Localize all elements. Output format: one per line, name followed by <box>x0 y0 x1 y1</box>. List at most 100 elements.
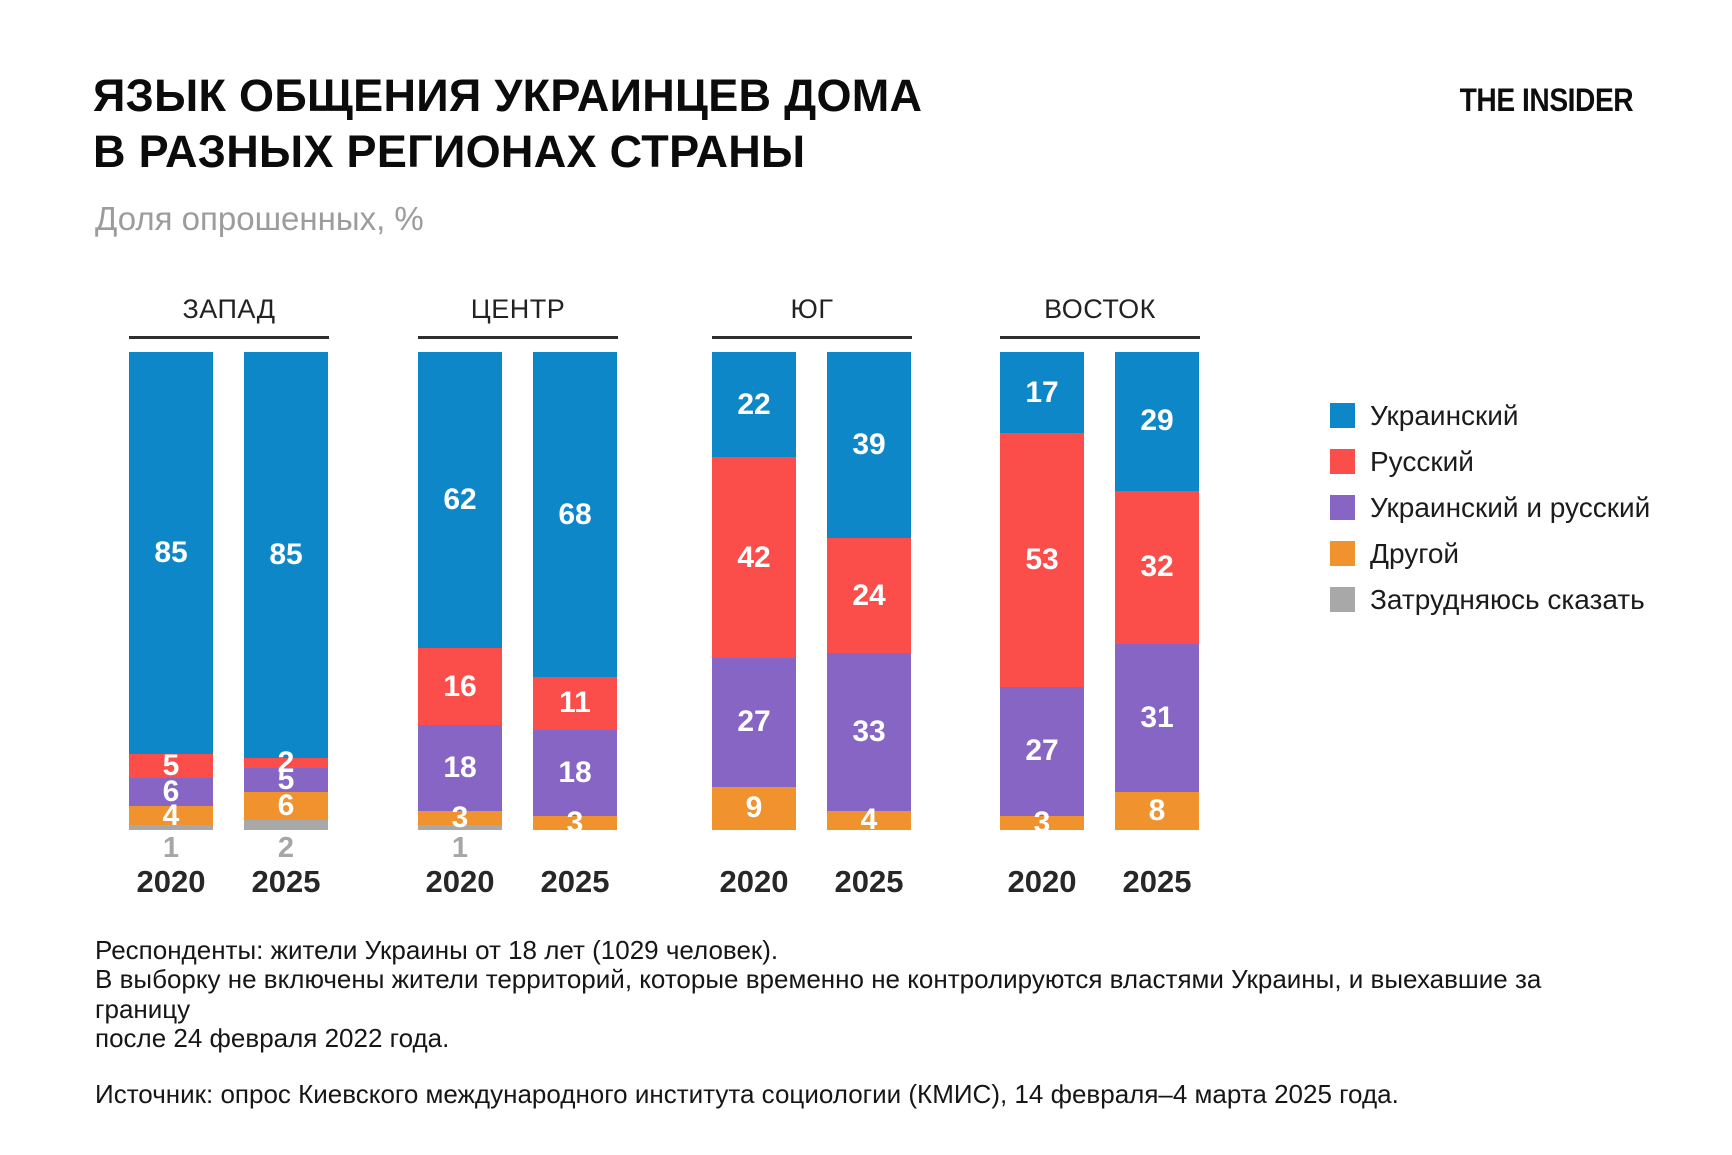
page-title: ЯЗЫК ОБЩЕНИЯ УКРАИНЦЕВ ДОМА В РАЗНЫХ РЕГИ… <box>93 68 922 180</box>
legend-label-ukrainian: Украинский <box>1370 400 1519 431</box>
segment-mixed: 27 <box>1000 686 1084 816</box>
segment-value-russian: 24 <box>852 578 886 612</box>
segment-value-russian: 2 <box>277 746 295 780</box>
legend-swatch-other <box>1330 541 1355 566</box>
segment-value-other: 3 <box>566 805 584 839</box>
segment-mixed: 5 <box>244 762 328 796</box>
segment-value-mixed: 33 <box>852 714 886 748</box>
legend-label-russian: Русский <box>1370 446 1474 477</box>
segment-mixed: 31 <box>1115 643 1199 792</box>
legend-item-ukrainian: Украинский <box>1330 400 1650 431</box>
segment-value-mixed: 27 <box>737 705 771 739</box>
region-title-3: ЮГ <box>790 294 834 324</box>
segment-value-russian: 16 <box>443 669 477 703</box>
region-underline <box>1000 336 1200 339</box>
segment-undecided <box>129 825 213 830</box>
legend-label-mixed: Украинский и русский <box>1370 492 1651 523</box>
segment-russian: 32 <box>1115 490 1199 644</box>
stacked-bar-запад-2020: 85 5 6 4 <box>129 352 213 830</box>
segment-undecided <box>418 825 502 830</box>
segment-value-ukrainian: 85 <box>269 538 303 572</box>
segment-value-other: 3 <box>451 801 469 835</box>
segment-mixed: 18 <box>533 729 617 816</box>
the-insider-logo: THE INSIDER <box>1459 82 1633 118</box>
stacked-bar-восток-2025: 29 32 31 8 <box>1115 352 1199 830</box>
year-label: 2020 <box>136 864 206 899</box>
segment-value-mixed: 18 <box>558 755 592 789</box>
stacked-bar-юг-2025: 39 24 33 4 <box>827 352 911 835</box>
segment-ukrainian: 62 <box>418 352 502 649</box>
segment-other: 3 <box>1000 807 1084 837</box>
region-underline <box>129 336 329 339</box>
region-title-4: ВОСТОК <box>1044 294 1156 324</box>
legend-label-undecided: Затрудняюсь сказать <box>1370 584 1645 615</box>
segment-ukrainian: 85 <box>129 352 213 754</box>
segment-value-ukrainian: 85 <box>154 535 188 569</box>
stacked-bar-восток-2020: 17 53 27 3 <box>1000 352 1084 837</box>
segment-value-other: 4 <box>860 803 878 837</box>
segment-other: 3 <box>418 803 502 833</box>
segment-value-ukrainian: 39 <box>852 428 886 462</box>
region-underline <box>712 336 912 339</box>
segment-value-other: 3 <box>1033 805 1051 839</box>
year-label: 2025 <box>834 864 904 899</box>
segment-russian: 16 <box>418 648 502 725</box>
page-title-line2: В РАЗНЫХ РЕГИОНАХ СТРАНЫ <box>93 126 806 177</box>
segment-value-other: 9 <box>745 791 763 825</box>
undecided-value-label: 2 <box>277 832 295 864</box>
year-label: 2025 <box>540 864 610 899</box>
segment-value-mixed: 18 <box>443 750 477 784</box>
legend-item-russian: Русский <box>1330 446 1650 477</box>
segment-value-ukrainian: 17 <box>1025 375 1059 409</box>
segment-value-russian: 42 <box>737 540 771 574</box>
segment-undecided <box>244 820 328 830</box>
undecided-value-label: 1 <box>162 832 180 864</box>
segment-ukrainian: 85 <box>244 352 328 759</box>
segment-value-mixed: 5 <box>277 762 295 796</box>
segment-russian: 5 <box>129 748 213 782</box>
segment-value-mixed: 27 <box>1025 734 1059 768</box>
segment-value-russian: 53 <box>1025 542 1059 576</box>
legend-item-mixed: Украинский и русский <box>1330 492 1651 523</box>
year-label: 2025 <box>251 864 321 899</box>
region-underline <box>418 336 618 339</box>
year-label: 2020 <box>1007 864 1077 899</box>
stacked-bar-центр-2020: 62 16 18 3 <box>418 352 502 833</box>
segment-value-ukrainian: 62 <box>443 483 477 517</box>
segment-other: 4 <box>129 800 213 830</box>
segment-value-russian: 5 <box>162 748 180 782</box>
segment-ukrainian: 29 <box>1115 352 1199 491</box>
segment-value-ukrainian: 22 <box>737 387 771 421</box>
region-title-2: ЦЕНТР <box>470 294 566 324</box>
legend-item-other: Другой <box>1330 538 1650 569</box>
legend-item-undecided: Затрудняюсь сказать <box>1330 584 1650 615</box>
undecided-value-label: 1 <box>451 832 469 864</box>
segment-value-russian: 11 <box>559 686 591 720</box>
footnote-source: Источник: опрос Киевского международного… <box>95 1078 1399 1109</box>
segment-value-mixed: 31 <box>1140 700 1174 734</box>
segment-russian: 11 <box>533 677 617 730</box>
segment-mixed: 18 <box>418 724 502 811</box>
segment-russian: 2 <box>244 748 328 778</box>
segment-value-mixed: 6 <box>162 774 180 808</box>
segment-other: 8 <box>1115 791 1199 830</box>
stacked-bar-запад-2025: 85 2 5 6 <box>244 352 328 830</box>
segment-other: 4 <box>827 805 911 835</box>
legend-label-other: Другой <box>1370 538 1460 569</box>
footnote-respondents: Респонденты: жители Украины от 18 лет (1… <box>95 935 1542 1054</box>
segment-ukrainian: 68 <box>533 352 617 678</box>
segment-ukrainian: 39 <box>827 352 911 539</box>
legend-swatch-undecided <box>1330 587 1355 612</box>
segment-mixed: 33 <box>827 653 911 811</box>
segment-value-ukrainian: 68 <box>558 497 592 531</box>
segment-other: 9 <box>712 786 796 830</box>
segment-other: 6 <box>244 791 328 821</box>
segment-mixed: 6 <box>129 774 213 808</box>
footnotes: Респонденты: жители Украины от 18 лет (1… <box>95 935 1635 1109</box>
legend-swatch-mixed <box>1330 495 1355 520</box>
segment-russian: 42 <box>712 457 796 658</box>
chart-subtitle: Доля опрошенных, % <box>95 200 424 237</box>
year-label: 2025 <box>1122 864 1192 899</box>
legend: Украинский Русский Украинский и русский Дру… <box>1330 400 1651 615</box>
